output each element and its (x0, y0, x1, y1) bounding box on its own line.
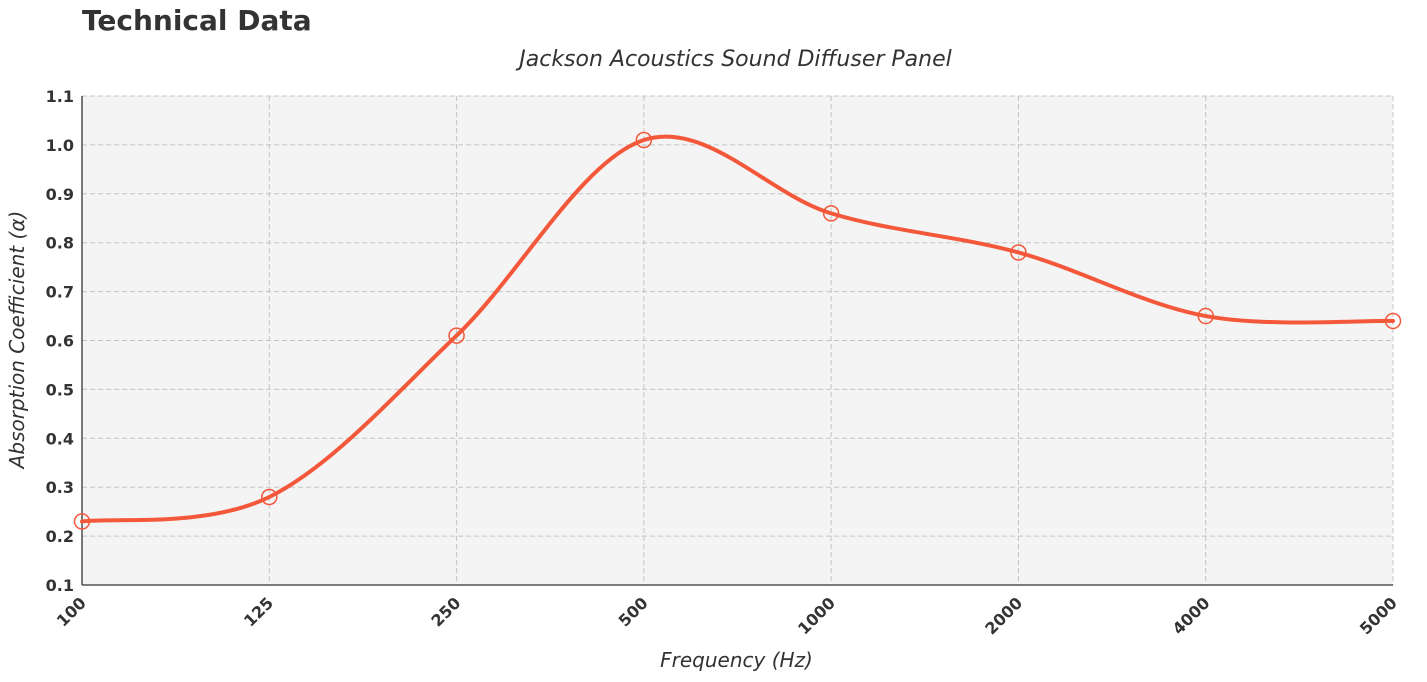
data-point-marker (1010, 244, 1027, 261)
data-point-marker (73, 513, 91, 530)
y-axis-title: Absorption Coefficient (α) (5, 211, 29, 471)
y-tick-label: 0.8 (46, 234, 74, 253)
y-tick-labels: 0.1 0.2 0.3 0.4 0.5 0.6 0.7 0.8 0.9 1.0 1.1 (46, 87, 74, 595)
data-point-marker (261, 488, 278, 506)
y-tick-label: 0.1 (46, 576, 74, 595)
x-tick-label: 2000 (981, 593, 1026, 638)
chart-title: Jackson Acoustics Sound Diffuser Panel (515, 47, 951, 72)
x-tick-label: 500 (615, 593, 652, 630)
x-tick-label: 100 (53, 593, 90, 630)
x-tick-label: 4000 (1169, 593, 1214, 638)
y-tick-label: 0.2 (46, 527, 74, 546)
data-point-markers (73, 131, 1402, 530)
data-point-marker (635, 131, 653, 149)
series-line (80, 134, 1395, 524)
data-point-marker (822, 205, 840, 222)
y-tick-label: 1.1 (46, 87, 74, 106)
y-tick-label: 0.3 (46, 478, 74, 497)
x-tick-label: 250 (427, 593, 464, 630)
page-heading: Technical Data (82, 4, 312, 37)
x-tick-label: 125 (240, 593, 277, 630)
data-point-marker (1384, 312, 1402, 330)
y-tick-label: 0.7 (46, 283, 74, 302)
y-tick-label: 0.6 (46, 332, 74, 351)
y-tick-label: 0.9 (46, 185, 74, 204)
y-tick-label: 1.0 (46, 136, 74, 155)
x-tick-label: 1000 (794, 593, 839, 638)
y-tick-label: 0.5 (46, 380, 74, 399)
axes (81, 96, 1393, 586)
x-tick-labels: 100 125 250 500 1000 2000 4000 5000 (53, 593, 1401, 638)
data-point-marker (1197, 307, 1214, 325)
x-axis-title: Frequency (Hz) (660, 648, 813, 672)
y-tick-label: 0.4 (46, 429, 74, 448)
data-point-marker (448, 327, 465, 344)
x-tick-label: 5000 (1356, 593, 1401, 638)
